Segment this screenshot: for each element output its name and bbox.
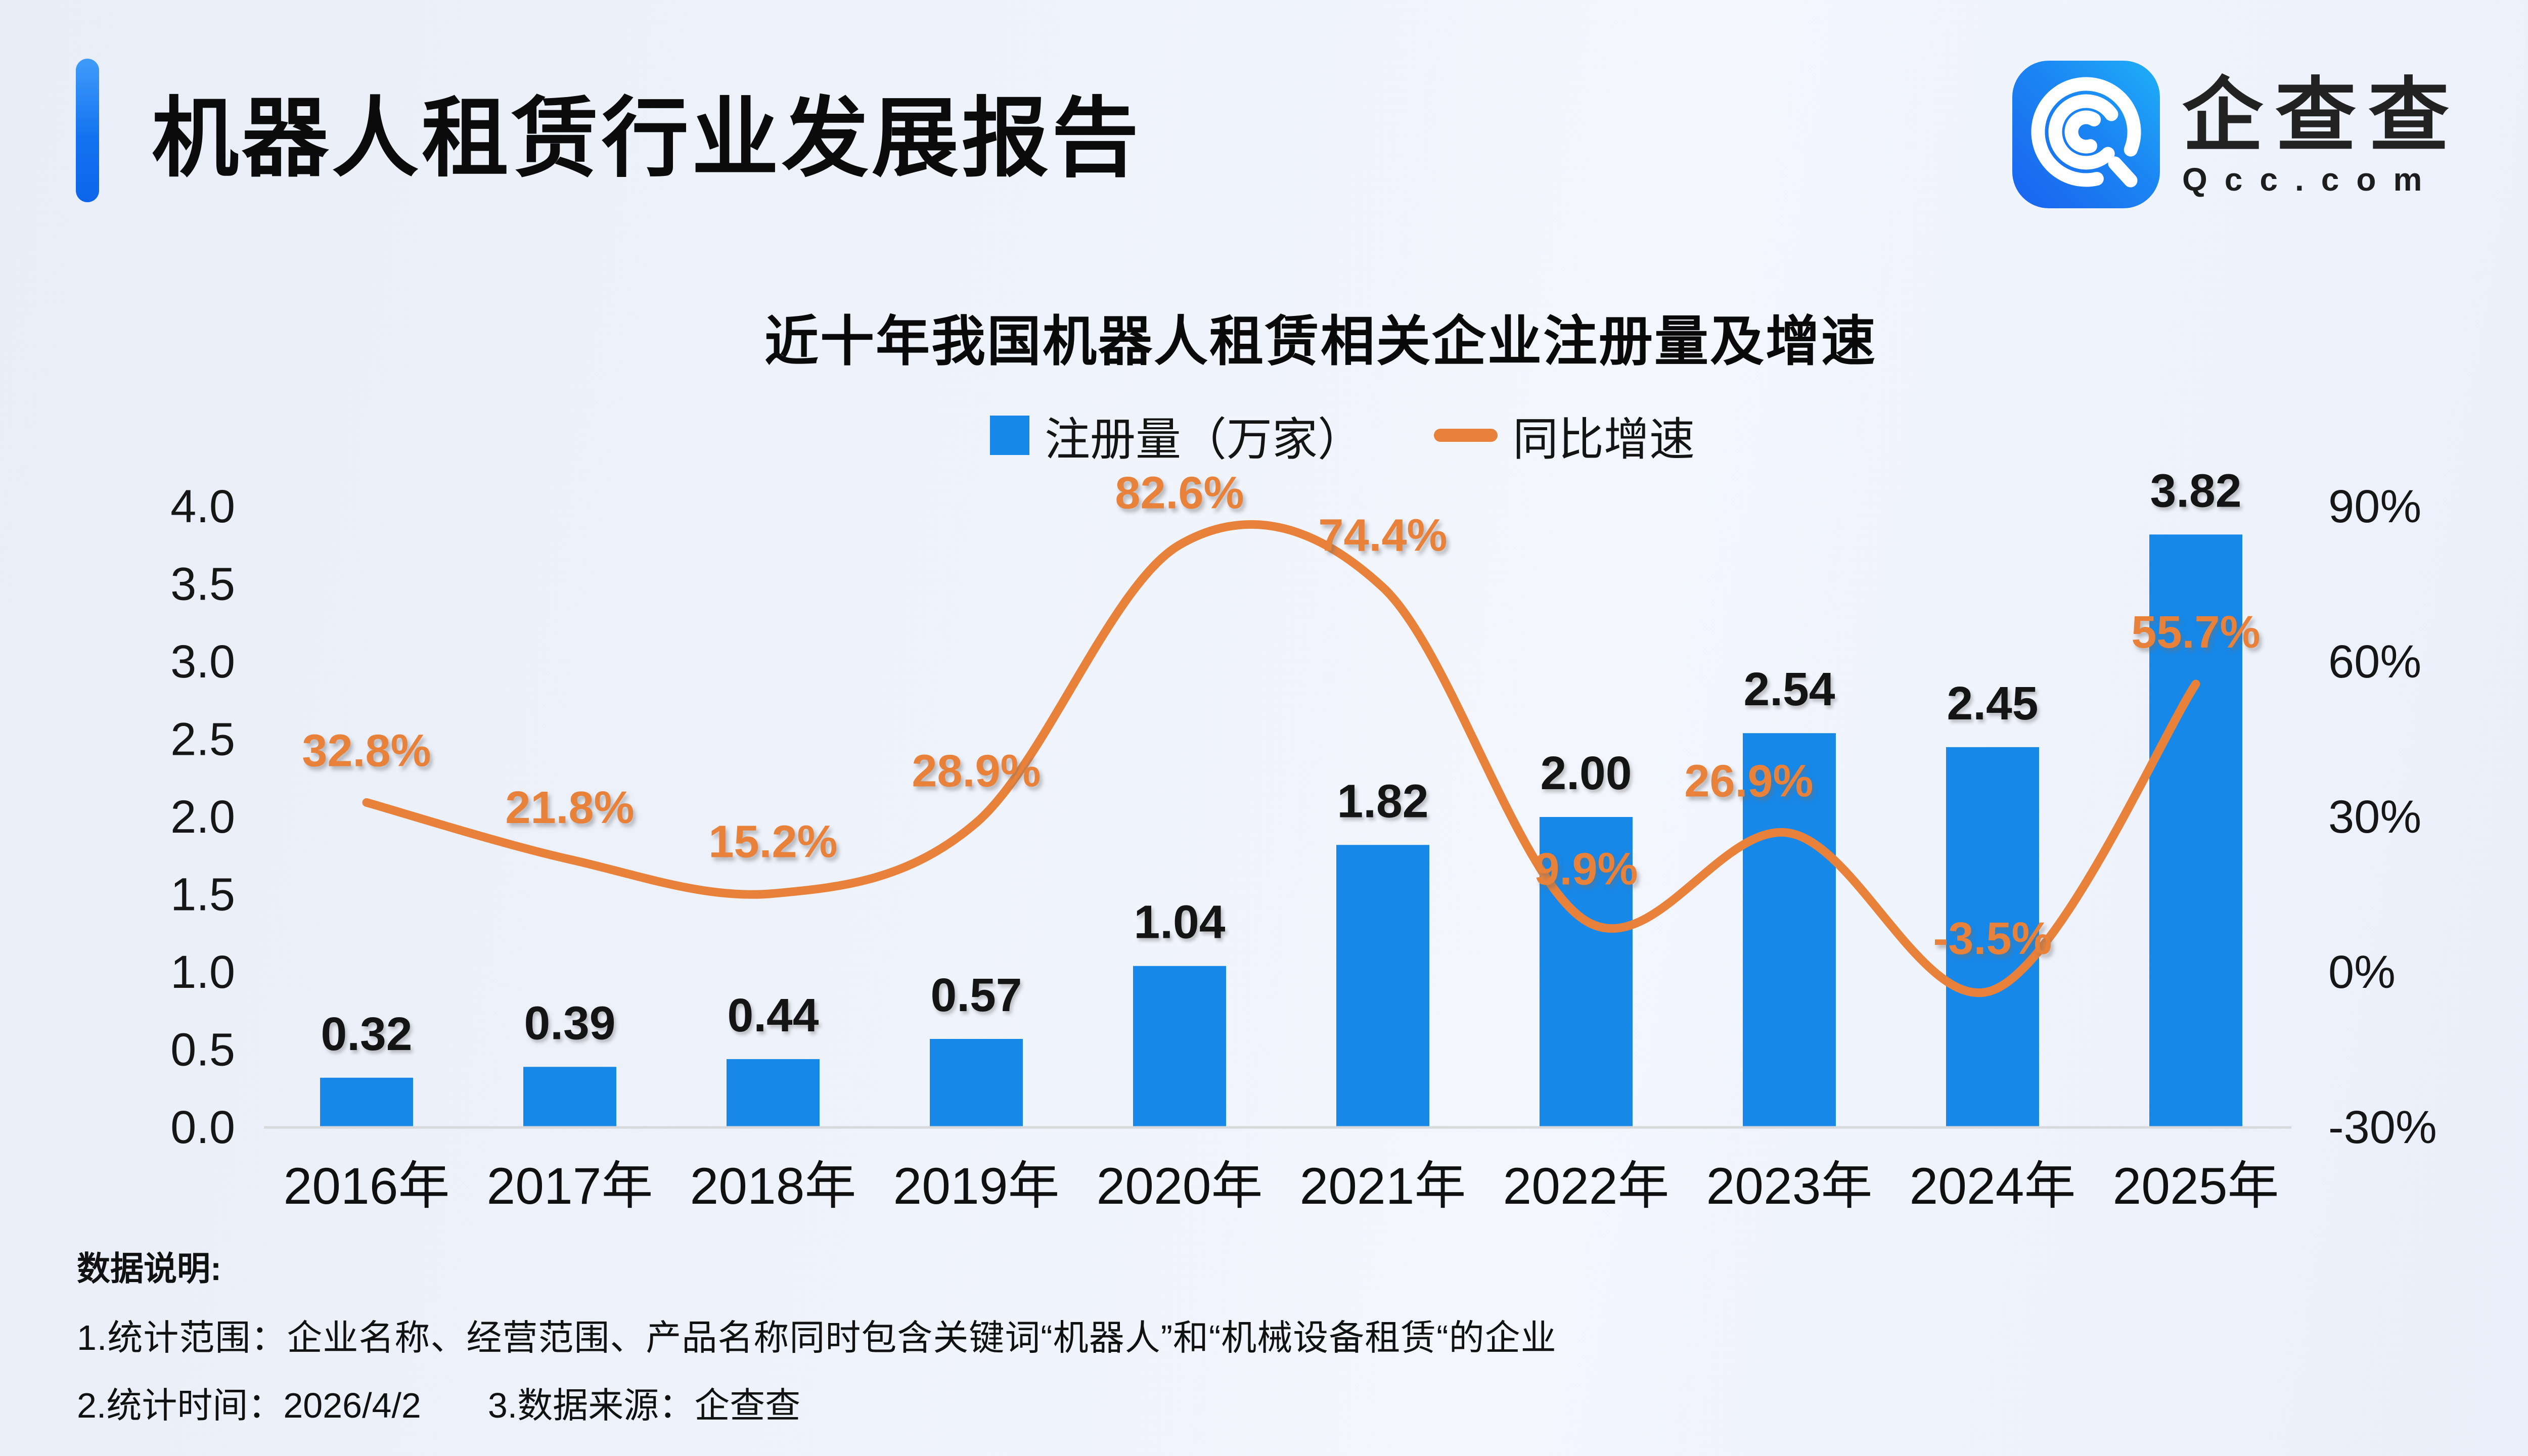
page-title: 机器人租赁行业发展报告	[152, 90, 1142, 187]
growth-value-label: 28.9%	[912, 746, 1041, 796]
left-axis-tick: 3.5	[170, 559, 235, 610]
chart-title: 近十年我国机器人租赁相关企业注册量及增速	[764, 311, 1877, 372]
logo-company-name: 企查查	[2182, 70, 2462, 161]
growth-value-label: 15.2%	[708, 816, 837, 867]
bar-2019年	[930, 1039, 1023, 1127]
bar-2025年	[2149, 534, 2242, 1127]
legend-label-registrations: 注册量（万家）	[1045, 415, 1363, 465]
bar-value-label: 2.45	[1947, 677, 2038, 730]
bar-value-label: 3.82	[2150, 464, 2241, 517]
x-axis-label: 2023年	[1706, 1157, 1873, 1215]
footer-note-row: 2.统计时间：2026/4/2 3.数据来源：企查查	[77, 1377, 800, 1428]
growth-value-label: 82.6%	[1115, 468, 1244, 519]
bar-2023年	[1743, 733, 1836, 1127]
bar-value-label: 0.57	[930, 969, 1022, 1021]
growth-value-label: 32.8%	[302, 725, 431, 776]
bar-value-label: 0.39	[524, 996, 615, 1049]
footer-note-scope: 1.统计范围：企业名称、经营范围、产品名称同时包含关键词“机器人”和“机械设备租…	[77, 1318, 1557, 1357]
bar-value-label: 0.32	[321, 1008, 412, 1060]
x-axis-label: 2020年	[1097, 1157, 1263, 1215]
footer-heading: 数据说明:	[77, 1250, 221, 1287]
left-axis-tick: 1.0	[170, 946, 235, 998]
header: 机器人租赁行业发展报告	[76, 59, 1142, 202]
left-axis-tick: 0.0	[170, 1102, 235, 1153]
chart-legend: 注册量（万家） 同比增速	[0, 402, 2528, 468]
bar-value-label: 0.44	[727, 989, 819, 1041]
x-axis-label: 2022年	[1503, 1157, 1669, 1215]
qcc-logo: 企查查 Qcc.com	[2012, 61, 2461, 208]
x-axis-label: 2019年	[893, 1157, 1060, 1215]
footer-note-source: 3.数据来源：企查查	[487, 1386, 801, 1425]
bar-value-label: 1.82	[1337, 775, 1428, 827]
bar-legend-swatch	[990, 416, 1029, 455]
bar-value-label: 1.04	[1134, 896, 1225, 948]
growth-value-label: 9.9%	[1534, 844, 1638, 895]
logo-domain: Qcc.com	[2182, 161, 2440, 198]
growth-value-label: 55.7%	[2131, 607, 2260, 658]
x-axis-label: 2017年	[487, 1157, 653, 1215]
right-axis-tick: 60%	[2328, 636, 2421, 688]
bar-2020年	[1133, 966, 1226, 1127]
bar-value-label: 2.00	[1540, 747, 1632, 799]
growth-line	[362, 520, 2200, 997]
qcc-logo-icon	[2012, 61, 2160, 208]
left-axis-tick: 2.5	[170, 714, 235, 765]
right-axis-tick: 30%	[2328, 791, 2421, 843]
growth-value-label: -3.5%	[1933, 914, 2052, 964]
left-axis-tick: 2.0	[170, 791, 235, 843]
bar-2017年	[523, 1067, 616, 1127]
bar-2024年	[1946, 747, 2039, 1127]
legend-item-growth: 同比增速	[1434, 402, 1695, 468]
right-axis-tick: 90%	[2328, 481, 2421, 532]
x-axis-label: 2021年	[1300, 1157, 1466, 1215]
title-accent-bar	[76, 59, 99, 202]
legend-item-registrations: 注册量（万家）	[990, 402, 1363, 468]
left-axis-tick: 1.5	[170, 869, 235, 921]
qcc-logo-text: 企查查 Qcc.com	[2182, 73, 2461, 196]
bar-value-label: 2.54	[1743, 663, 1835, 715]
x-axis-label: 2024年	[1910, 1157, 2076, 1215]
footer-note-time: 2.统计时间：2026/4/2	[77, 1386, 421, 1425]
bar-2016年	[320, 1077, 413, 1127]
legend-label-growth: 同比增速	[1513, 415, 1695, 465]
growth-value-label: 26.9%	[1684, 756, 1813, 807]
line-legend-swatch	[1434, 429, 1498, 442]
growth-value-label: 74.4%	[1318, 511, 1447, 561]
right-axis-tick: 0%	[2328, 946, 2396, 998]
bar-2018年	[727, 1059, 820, 1127]
bar-2022年	[1540, 817, 1633, 1127]
x-axis-label: 2025年	[2113, 1157, 2279, 1215]
x-axis-label: 2018年	[690, 1157, 856, 1215]
left-axis-tick: 4.0	[170, 481, 235, 532]
x-axis-label: 2016年	[284, 1157, 450, 1215]
right-axis-tick: -30%	[2328, 1102, 2437, 1153]
left-axis-tick: 3.0	[170, 636, 235, 688]
left-axis-tick: 0.5	[170, 1024, 235, 1076]
growth-value-label: 21.8%	[505, 783, 634, 833]
bar-2021年	[1336, 845, 1429, 1127]
